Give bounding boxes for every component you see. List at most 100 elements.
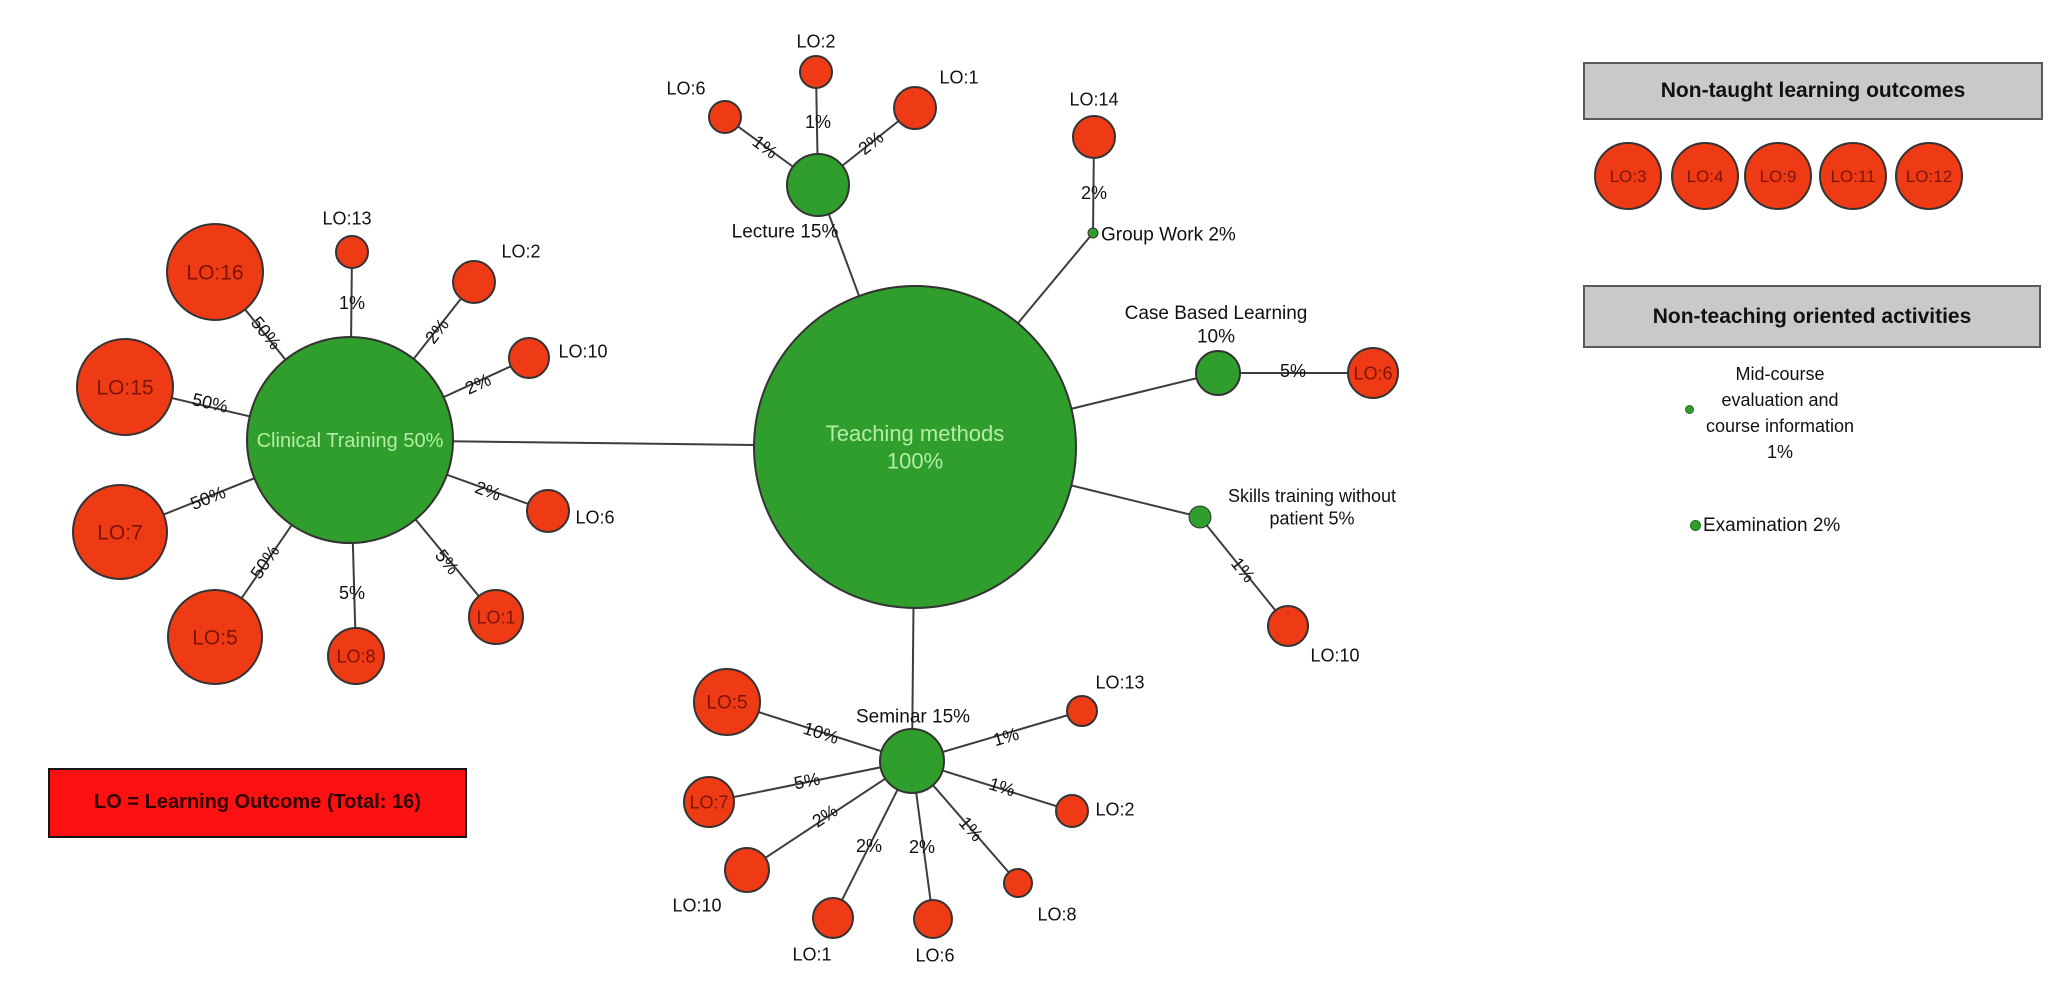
edge-label-clinical-c6: 2% [472,477,503,505]
midcourse-line: evaluation and [1721,390,1839,410]
label-m10: LO:10 [672,895,721,915]
node-c2 [452,260,496,304]
edge-label-lecture-l1: 2% [855,127,888,159]
label-c2: LO:2 [501,241,540,261]
node-m1 [812,897,854,939]
midcourse-line: course information [1705,416,1855,436]
legend-box: LO = Learning Outcome (Total: 16) [48,768,467,838]
node-nt4 [1671,142,1739,210]
edge-label-clinical-c1: 5% [431,546,463,579]
node-l1 [893,86,937,130]
node-c7 [72,484,168,580]
node-l2 [799,55,833,89]
label-c6: LO:6 [575,507,614,527]
label-lecture: Lecture 15% [732,222,839,243]
label-groupwork: Group Work 2% [1101,225,1236,246]
node-c1 [468,589,524,645]
midcourse-dot-icon [1685,405,1694,414]
examination-dot-icon [1690,520,1701,531]
edge-label-cbl-cbl6: 5% [1280,361,1306,381]
node-c8 [327,627,385,685]
edge-label-seminar-m1: 2% [856,836,882,856]
edge-label-clinical-c15: 50% [190,389,230,417]
edge-label-clinical-c10: 2% [462,369,494,398]
node-cbl6 [1347,347,1399,399]
label-l6: LO:6 [666,78,705,98]
midcourse-evaluation-item: Mid-course evaluation and course informa… [1655,361,1905,465]
node-nt3 [1594,142,1662,210]
node-groupwork [1087,227,1099,239]
node-c13 [335,235,369,269]
node-c16 [166,223,264,321]
label-l1: LO:1 [939,67,978,87]
node-nt9 [1744,142,1812,210]
edge-label-seminar-m13: 1% [991,724,1022,751]
label-cbl: Case Based Learning 10% [1125,303,1308,348]
node-m7 [683,776,735,828]
edge-label-seminar-m6: 2% [909,837,935,857]
edge-label-clinical-c7: 50% [188,482,229,514]
label-l2: LO:2 [796,31,835,51]
label-nt3: LO:3 [1610,167,1647,186]
node-nt12 [1895,142,1963,210]
label-nt11: LO:11 [1830,167,1875,186]
label-clinical: Clinical Training 50% [257,430,444,452]
node-l6 [708,100,742,134]
edge-skills-sk10 [1199,516,1289,627]
label-l14: LO:14 [1069,89,1118,109]
edge-label-seminar-m5: 10% [801,718,841,748]
edge-label-seminar-m2: 1% [987,774,1018,801]
label-c13: LO:13 [322,208,371,228]
node-clinical [246,336,454,544]
label-sk10: LO:10 [1310,645,1359,665]
edge-label-lecture-l2: 1% [805,112,831,132]
label-teaching: Teaching methods 100% [826,421,1005,474]
node-m2 [1055,794,1089,828]
label-nt12: LO:12 [1906,167,1952,186]
label-nt4: LO:4 [1687,167,1724,186]
label-m6: LO:6 [915,945,954,965]
label-c1: LO:1 [476,607,515,627]
label-m8: LO:8 [1037,904,1076,924]
node-seminar [879,728,945,794]
examination-item: Examination 2% [1703,515,1841,536]
edge-label-clinical-c8: 5% [339,583,365,603]
label-c15: LO:15 [96,376,153,399]
midcourse-line: Mid-course [1735,364,1825,384]
node-m6 [913,899,953,939]
node-c6 [526,489,570,533]
node-sk10 [1267,605,1309,647]
edge-label-lecture-l6: 1% [749,131,782,163]
node-m13 [1066,695,1098,727]
midcourse-percent: 1% [1766,442,1793,462]
label-c7: LO:7 [97,521,143,544]
node-cbl [1195,350,1241,396]
label-m2: LO:2 [1095,799,1134,819]
label-m7: LO:7 [689,792,728,812]
node-c10 [508,337,550,379]
label-cbl6: LO:6 [1353,363,1392,383]
edge-label-seminar-m7: 5% [792,769,821,794]
node-m10 [724,847,770,893]
node-l14 [1072,115,1116,159]
label-c8: LO:8 [336,646,375,666]
label-seminar: Seminar 15% [856,707,970,728]
edge-label-clinical-c13: 1% [339,293,365,313]
node-c5 [167,589,263,685]
label-nt9: LO:9 [1760,167,1797,186]
node-skills [1188,505,1212,529]
label-c10: LO:10 [558,341,607,361]
node-nt11 [1819,142,1887,210]
node-m5 [693,668,761,736]
edge-seminar-m7 [708,760,913,803]
non-taught-outcomes-header: Non-taught learning outcomes [1583,62,2043,120]
label-m1: LO:1 [792,944,831,964]
label-c5: LO:5 [192,626,238,649]
node-c15 [76,338,174,436]
label-c16: LO:16 [186,261,243,284]
node-lecture [786,153,850,217]
edge-label-clinical-c5: 50% [247,541,284,582]
node-m8 [1003,868,1033,898]
